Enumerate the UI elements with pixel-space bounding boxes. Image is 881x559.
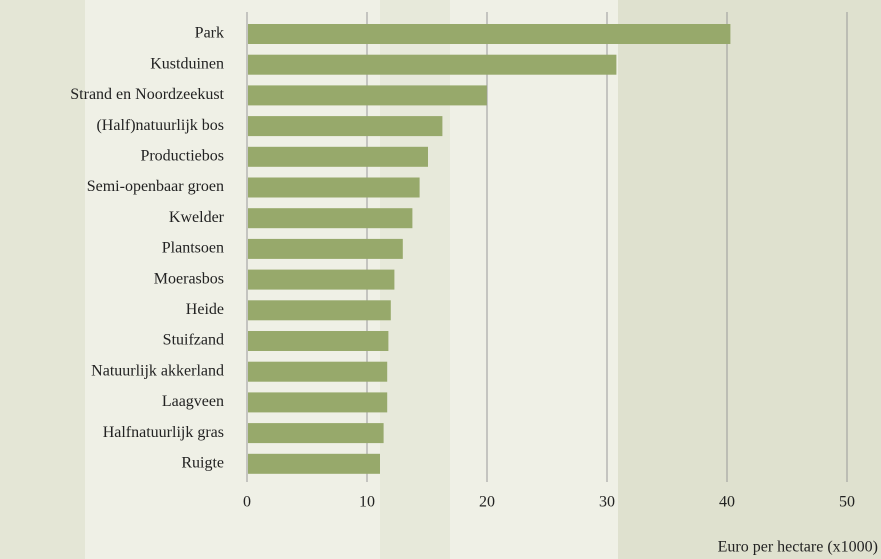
y-tick-label: Park [195,25,224,42]
y-tick-label: (Half)natuurlijk bos [96,117,224,134]
bar [248,392,388,413]
bar [248,177,420,198]
y-tick-label: Kwelder [169,209,225,226]
y-tick-label: Heide [186,301,224,318]
y-tick-label: Laagveen [162,393,224,410]
bar [248,146,428,167]
bar [248,24,731,44]
y-tick-label: Kustduinen [150,55,224,72]
y-tick-label: Ruigte [181,454,224,471]
x-tick-label: 10 [359,494,375,511]
bar [248,331,389,351]
background-band [618,0,881,559]
bar [248,116,443,137]
x-tick-label: 50 [839,494,855,511]
bar [248,269,395,290]
background-band [450,0,618,559]
x-tick-label: 30 [599,494,615,511]
bar [248,300,391,321]
bar [248,453,380,474]
x-tick-label: 40 [719,494,735,511]
y-tick-label: Natuurlijk akkerland [91,362,224,379]
y-tick-label: Semi-openbaar groen [87,178,224,195]
y-tick-label: Strand en Noordzeekust [70,86,224,103]
bar [248,208,413,229]
bar [248,85,487,106]
bar [248,423,384,444]
bar [248,361,388,382]
y-tick-label: Moerasbos [154,270,224,287]
y-tick-label: Plantsoen [162,240,224,257]
y-tick-label: Productiebos [140,147,224,164]
x-axis-label: Euro per hectare (x1000) [718,539,878,556]
y-tick-label: Stuifzand [163,332,224,349]
y-tick-label: Halfnatuurlijk gras [103,424,224,441]
bar [248,238,403,259]
x-tick-label: 0 [243,494,251,511]
x-tick-label: 20 [479,494,495,511]
bar [248,54,617,75]
